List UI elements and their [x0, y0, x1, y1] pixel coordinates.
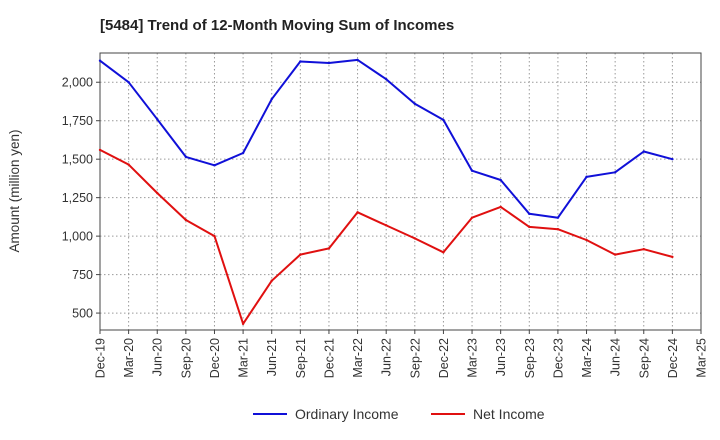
x-tick-label: Dec-22 [437, 338, 451, 378]
x-tick-label: Sep-20 [179, 338, 193, 378]
x-tick-label: Dec-20 [208, 338, 222, 378]
x-tick-label: Sep-24 [637, 338, 651, 378]
data-point [642, 150, 645, 153]
data-point [442, 118, 445, 122]
data-point [299, 60, 302, 63]
data-point [556, 216, 560, 219]
x-tick-label: Mar-21 [237, 338, 251, 378]
x-tick-label: Mar-24 [580, 338, 594, 378]
data-point [585, 238, 588, 242]
x-axis-ticks: Dec-19 Mar-20 Jun-20 Sep-20 Dec-20 Mar-21 Jun-… [94, 330, 709, 378]
x-tick-label: Jun-22 [380, 338, 394, 376]
gridlines [100, 53, 701, 330]
x-tick-label: Sep-21 [294, 338, 308, 378]
data-point [241, 151, 245, 155]
legend-label: Ordinary Income [295, 406, 399, 422]
data-point [642, 248, 645, 251]
data-point [213, 234, 216, 238]
data-point [156, 191, 159, 195]
x-tick-label: Mar-20 [122, 338, 136, 378]
data-point [98, 148, 102, 152]
data-point [671, 157, 674, 161]
x-tick-label: Dec-19 [94, 338, 108, 378]
data-point [413, 102, 417, 105]
x-tick-label: Dec-23 [551, 338, 565, 378]
data-point [241, 322, 245, 326]
data-point [184, 155, 188, 159]
y-tick-label: 2,000 [62, 76, 93, 90]
x-tick-label: Mar-22 [351, 338, 365, 378]
data-point [413, 237, 417, 240]
data-point [671, 255, 674, 259]
data-point [384, 77, 388, 81]
data-point [299, 253, 302, 256]
data-point [499, 205, 502, 209]
data-point [356, 58, 359, 62]
data-point [213, 164, 216, 167]
data-point [98, 59, 102, 62]
plot-area-frame [99, 52, 702, 331]
data-point [528, 225, 531, 229]
y-tick-label: 1,000 [62, 230, 93, 244]
x-tick-label: Dec-21 [322, 338, 336, 378]
data-point [184, 218, 188, 222]
x-tick-label: Jun-24 [609, 338, 623, 376]
data-point [556, 228, 560, 231]
data-point [156, 117, 159, 121]
data-point [270, 97, 273, 101]
y-axis-label: Amount (million yen) [7, 129, 22, 252]
data-point [613, 171, 617, 174]
data-point [270, 279, 273, 282]
legend-label: Net Income [473, 406, 545, 422]
data-point [470, 216, 474, 219]
x-tick-label: Mar-23 [466, 338, 480, 378]
y-tick-label: 750 [72, 268, 93, 282]
data-point [127, 81, 130, 84]
x-tick-label: Jun-21 [265, 338, 279, 376]
data-point [356, 211, 359, 214]
y-axis-ticks: 500 750 1,000 1,250 1,500 1,750 2,000 [62, 76, 100, 321]
x-tick-label: Sep-23 [523, 338, 537, 378]
legend: Ordinary Income Net Income [253, 406, 545, 422]
data-point [585, 175, 588, 179]
y-tick-label: 1,500 [62, 153, 93, 167]
series-lines [98, 58, 674, 326]
x-tick-label: Jun-20 [151, 338, 165, 376]
x-tick-label: Dec-24 [666, 338, 680, 378]
data-point [327, 61, 331, 65]
chart-title: [5484] Trend of 12-Month Moving Sum of I… [100, 17, 454, 34]
data-point [327, 247, 331, 250]
x-tick-label: Jun-23 [494, 338, 508, 376]
data-point [528, 212, 531, 216]
data-point [470, 169, 474, 172]
data-point [613, 253, 617, 256]
data-point [127, 163, 130, 166]
y-tick-label: 500 [72, 307, 93, 321]
data-point [384, 224, 388, 227]
y-tick-label: 1,250 [62, 191, 93, 205]
x-tick-label: Mar-25 [695, 338, 709, 378]
y-tick-label: 1,750 [62, 114, 93, 128]
data-point [442, 251, 445, 254]
data-point [499, 178, 502, 182]
x-tick-label: Sep-22 [408, 338, 422, 378]
